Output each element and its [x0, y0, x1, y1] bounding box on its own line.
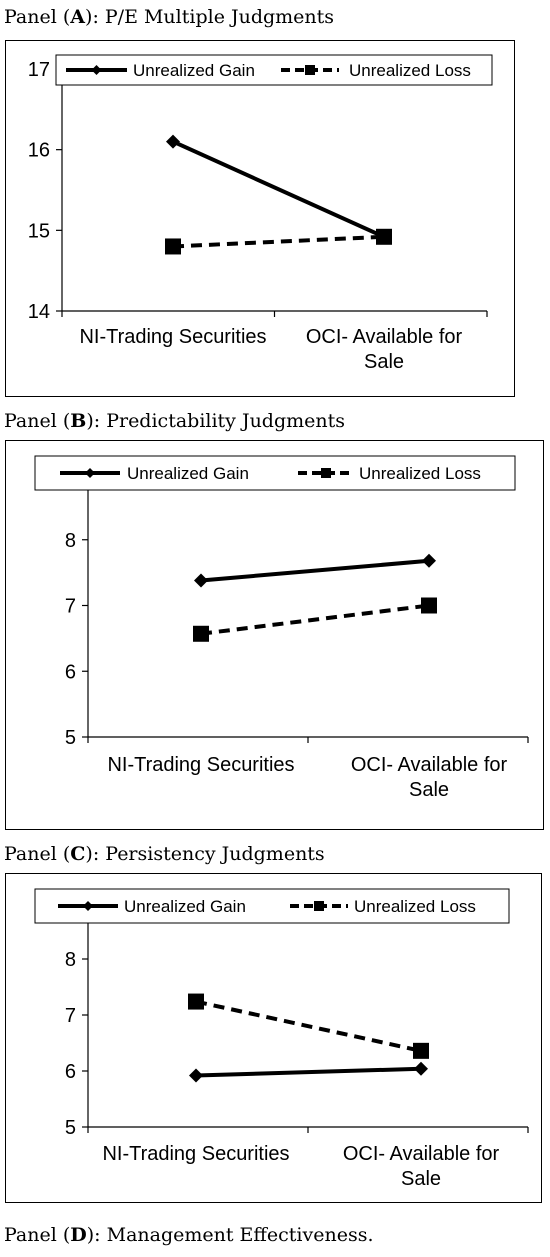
legend-marker	[85, 468, 95, 478]
y-tick-label: 14	[28, 301, 50, 323]
x-tick-label: OCI- Available for Sale	[343, 1143, 500, 1190]
series-unrealized-loss	[188, 993, 429, 1059]
series-line	[200, 603, 430, 636]
x-tick-label: NI-Trading Securities	[102, 1143, 289, 1165]
y-tick-label: 8	[65, 530, 76, 552]
diamond-marker	[194, 573, 208, 588]
x-tick-label: NI-Trading Securities	[79, 326, 266, 348]
legend-marker	[314, 901, 324, 911]
diamond-marker	[166, 134, 180, 149]
series-line	[172, 234, 385, 249]
square-marker	[193, 625, 209, 642]
legend-marker	[321, 468, 331, 478]
chart-panel-a: 14 15 16 17 NI-Trading Securities OCI- Availa…	[28, 54, 493, 373]
legend-marker	[305, 65, 315, 75]
caption-letter: A	[70, 6, 86, 28]
panel-d-caption: Panel (D): Management Effectiveness.	[4, 1224, 374, 1246]
legend-label: Unrealized Gain	[127, 464, 249, 483]
x-tick-label: OCI- Available for Sale	[351, 754, 508, 801]
square-marker	[413, 1042, 429, 1059]
y-tick-label: 7	[65, 596, 76, 618]
caption-text: ): Persistency Judgments	[85, 843, 325, 865]
caption-letter: B	[70, 410, 87, 432]
legend-label: Unrealized Loss	[349, 61, 471, 80]
y-tick-label: 8	[65, 949, 76, 971]
series-unrealized-gain	[194, 553, 436, 588]
caption-prefix: Panel (	[4, 843, 71, 865]
y-tick-label: 16	[28, 140, 50, 162]
legend-label: Unrealized Gain	[124, 897, 246, 916]
panel-a-frame	[5, 40, 515, 397]
legend-marker	[91, 65, 102, 75]
chart-panel-c: 5 6 7 8 NI-Trading Securities OCI- Available …	[34, 888, 529, 1190]
caption-prefix: Panel (	[4, 410, 71, 432]
square-marker	[188, 993, 204, 1010]
panel-c-frame	[5, 873, 542, 1203]
y-tick-label: 15	[28, 220, 50, 242]
y-tick-label: 6	[65, 1061, 76, 1083]
caption-prefix: Panel (	[4, 6, 71, 28]
square-marker	[165, 238, 181, 255]
series-unrealized-gain	[189, 1061, 428, 1083]
legend: Unrealized Gain Unrealized Loss	[34, 888, 510, 924]
series-line	[172, 139, 385, 239]
series-line	[195, 999, 422, 1053]
panel-c-caption: Panel (C): Persistency Judgments	[4, 843, 325, 865]
legend-label: Unrealized Gain	[133, 61, 255, 80]
caption-letter: D	[70, 1224, 87, 1246]
y-tick-label: 5	[65, 1117, 76, 1139]
series-line	[200, 558, 430, 583]
legend-box	[55, 54, 493, 86]
x-tick-label: NI-Trading Securities	[107, 754, 294, 776]
caption-text: ): Predictability Judgments	[86, 410, 346, 432]
caption-letter: C	[70, 843, 86, 865]
y-tick-label: 5	[65, 727, 76, 749]
caption-prefix: Panel (	[4, 1224, 71, 1246]
panel-a-caption: Panel (A): P/E Multiple Judgments	[4, 6, 334, 28]
series-line	[195, 1066, 422, 1078]
square-marker	[376, 228, 392, 245]
legend-marker	[83, 901, 93, 911]
legend: Unrealized Gain Unrealized Loss	[55, 54, 493, 86]
legend-label: Unrealized Loss	[359, 464, 481, 483]
series-unrealized-loss	[193, 597, 437, 642]
legend: Unrealized Gain Unrealized Loss	[34, 455, 516, 491]
series-unrealized-gain	[166, 134, 391, 244]
panel-b-caption: Panel (B): Predictability Judgments	[4, 410, 345, 432]
x-tick-label: OCI- Available for Sale	[306, 326, 463, 373]
legend-label: Unrealized Loss	[354, 897, 476, 916]
panel-b-frame	[5, 440, 544, 830]
diamond-marker	[422, 553, 436, 568]
caption-text: ): P/E Multiple Judgments	[85, 6, 335, 28]
caption-text: ): Management Effectiveness.	[86, 1224, 374, 1246]
diamond-marker	[189, 1068, 203, 1083]
y-tick-label: 7	[65, 1005, 76, 1027]
square-marker	[421, 597, 437, 614]
diamond-marker	[414, 1061, 428, 1076]
y-tick-label: 6	[65, 661, 76, 683]
chart-panel-b: 5 6 7 8 NI-Trading Securities OCI- Available …	[34, 455, 529, 801]
y-tick-label: 17	[28, 59, 50, 81]
series-unrealized-loss	[165, 228, 392, 255]
